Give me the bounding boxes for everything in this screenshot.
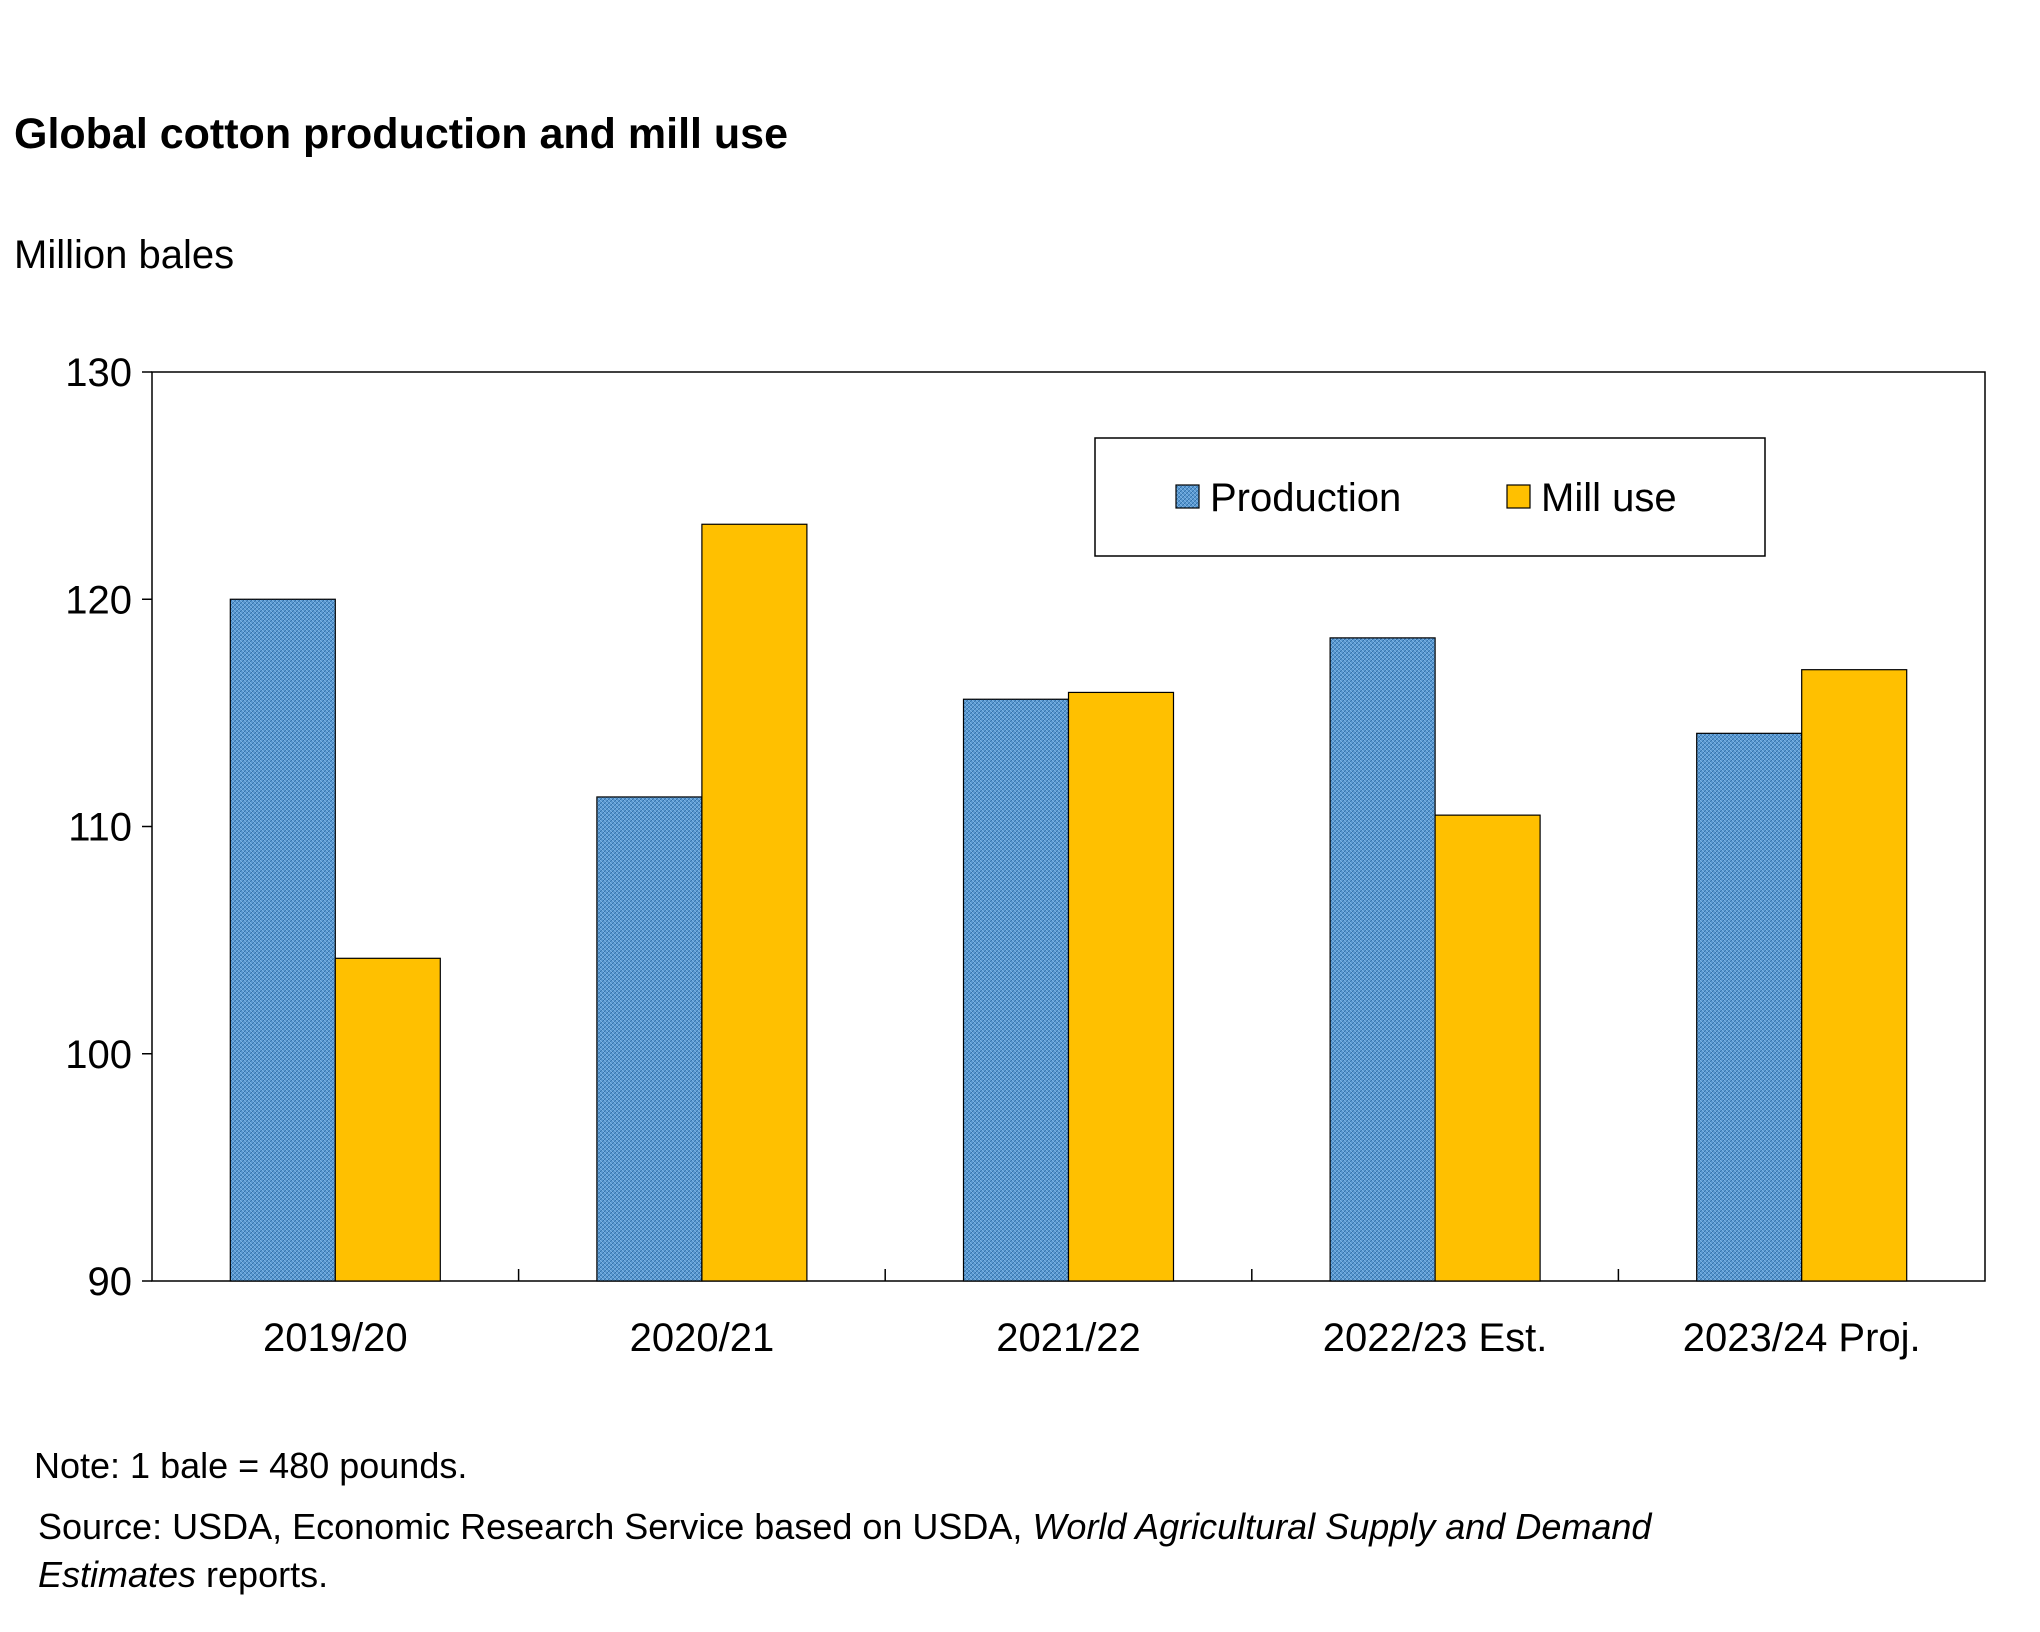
x-tick-label: 2019/20 bbox=[263, 1316, 408, 1360]
bar-production bbox=[596, 796, 703, 1282]
bar-mill-use bbox=[1067, 691, 1175, 1282]
y-axis: 90 100 110 120 130 bbox=[65, 351, 152, 1304]
source-italic-title: World Agricultural Supply and Demand bbox=[1032, 1506, 1652, 1547]
legend-swatch-production bbox=[1175, 484, 1200, 509]
chart-title: Global cotton production and mill use bbox=[14, 110, 788, 158]
x-tick-label: 2020/21 bbox=[630, 1316, 775, 1360]
legend-label-production: Production bbox=[1210, 476, 1401, 520]
bar-production bbox=[962, 698, 1070, 1282]
bar-mill-use bbox=[701, 523, 808, 1282]
x-axis: 2019/20 2020/21 2021/22 2022/23 Est. 2023/24… bbox=[263, 1269, 1921, 1360]
legend: Production Mill use bbox=[1094, 437, 1766, 557]
x-tick-label: 2022/23 Est. bbox=[1323, 1316, 1548, 1360]
legend-swatch-mill-use bbox=[1506, 484, 1531, 509]
bar-mill-use bbox=[1434, 814, 1541, 1282]
source-prefix: Source: USDA, Economic Research Service … bbox=[38, 1506, 1032, 1547]
note-text: Note: 1 bale = 480 pounds. bbox=[34, 1445, 467, 1486]
y-tick-label: 120 bbox=[65, 578, 132, 622]
y-tick-label: 110 bbox=[68, 806, 132, 850]
source-italic-title-cont: Estimates bbox=[38, 1554, 196, 1595]
source-suffix: reports. bbox=[196, 1554, 328, 1595]
x-tick-label: 2021/22 bbox=[996, 1316, 1141, 1360]
bar-production bbox=[1696, 732, 1803, 1282]
bar-mill-use bbox=[1801, 669, 1908, 1282]
x-tick-label: 2023/24 Proj. bbox=[1683, 1316, 1921, 1360]
bar-production bbox=[229, 598, 336, 1282]
y-tick-label: 100 bbox=[65, 1033, 132, 1077]
legend-box bbox=[1094, 437, 1766, 557]
bar-mill-use bbox=[334, 957, 441, 1282]
y-axis-label: Million bales bbox=[14, 233, 234, 277]
source-text-line2: Estimates reports. bbox=[38, 1554, 328, 1595]
bars-group bbox=[229, 523, 1908, 1282]
bar-production bbox=[1329, 637, 1436, 1282]
legend-label-mill-use: Mill use bbox=[1541, 476, 1677, 520]
y-tick-label: 90 bbox=[88, 1260, 133, 1304]
y-tick-label: 130 bbox=[65, 351, 132, 395]
source-text: Source: USDA, Economic Research Service … bbox=[38, 1506, 1652, 1547]
